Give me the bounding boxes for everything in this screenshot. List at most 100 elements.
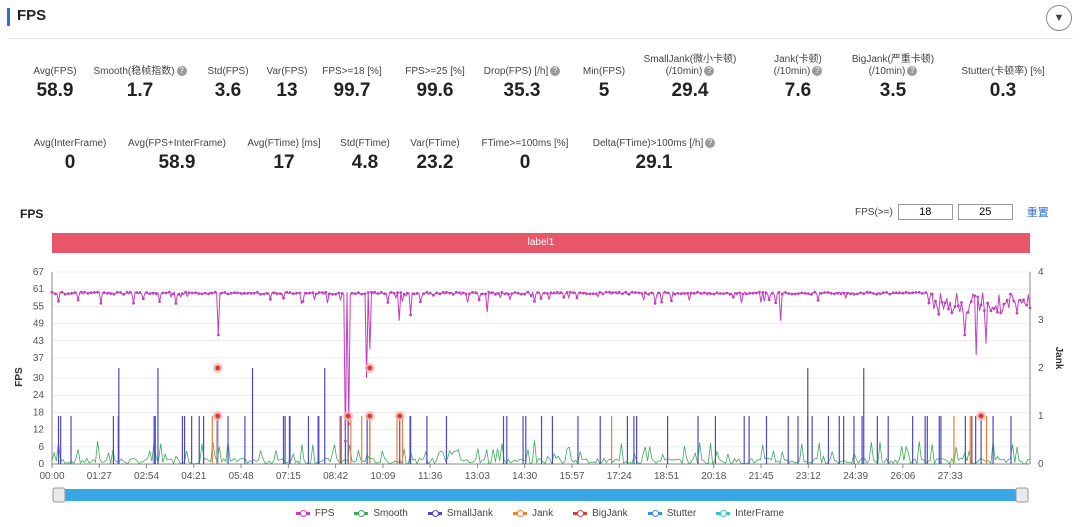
fps-point	[344, 439, 347, 443]
fps-point	[911, 291, 914, 295]
legend-item[interactable]: Jank	[512, 508, 553, 519]
fps-point	[285, 290, 289, 294]
metric-value: 3.5	[879, 80, 907, 101]
fps-point	[924, 291, 928, 294]
metric-value: 99.6	[416, 80, 454, 101]
x-tick-label: 15:57	[559, 471, 584, 482]
fps-point	[109, 292, 113, 296]
fps-point	[986, 301, 989, 305]
fps-point	[787, 292, 791, 295]
help-icon[interactable]: ?	[550, 66, 561, 77]
fps-point	[57, 299, 60, 303]
bigjank-marker	[367, 413, 373, 419]
x-tick-label: 01:27	[87, 471, 112, 482]
fps-point	[647, 292, 650, 296]
fps-point	[679, 292, 683, 296]
fps-point	[226, 292, 230, 296]
fps-point	[963, 333, 967, 337]
fps-point	[549, 291, 553, 295]
metric-card: Jank(卡顿) (/10min)? 7.6	[743, 52, 853, 102]
fps-point	[565, 291, 569, 294]
fps-point	[174, 302, 178, 305]
fps-point	[229, 291, 233, 295]
fps-point	[588, 292, 592, 296]
metric-card: Avg(FTime) [ms] 17	[229, 124, 339, 174]
legend-label: FPS	[314, 508, 335, 519]
fps-point	[363, 292, 367, 296]
time-range-slider[interactable]	[52, 487, 1029, 503]
fps-point	[771, 291, 774, 295]
metric-card: Stutter(卡顿率) [%] 0.3	[948, 52, 1058, 102]
fps-threshold-input-1[interactable]	[897, 204, 953, 220]
metric-value: 13	[276, 80, 298, 101]
fps-point	[89, 291, 93, 295]
x-axis: 00:00 01:27 02:54 04:21 05:48 07:15 08:42 10:09…	[39, 464, 963, 482]
fps-point	[868, 291, 872, 294]
fps-point	[751, 291, 755, 295]
fps-point	[79, 290, 83, 294]
fps-point	[494, 292, 497, 296]
help-icon[interactable]: ?	[812, 66, 823, 77]
legend-item[interactable]: Smooth	[354, 508, 408, 519]
bigjank-marker	[215, 365, 221, 371]
y-tick-label: 30	[33, 373, 45, 384]
help-icon[interactable]: ?	[704, 66, 715, 77]
fps-point	[507, 292, 510, 296]
fps-point	[699, 291, 703, 295]
label-bar[interactable]: label1	[52, 233, 1030, 253]
fps-threshold-input-2[interactable]	[957, 204, 1013, 220]
legend-item[interactable]: SmallJank	[427, 508, 493, 519]
fps-point	[826, 291, 830, 294]
fps-point	[683, 292, 686, 295]
fps-point	[702, 291, 706, 295]
legend-item[interactable]: FPS	[295, 508, 335, 519]
metric-card: Smooth(稳帧指数)? 1.7	[85, 52, 195, 102]
fps-point	[474, 291, 478, 295]
fps-point	[921, 292, 924, 295]
help-icon[interactable]: ?	[705, 138, 716, 149]
fps-point	[595, 292, 598, 296]
fps-point	[630, 290, 634, 294]
y-tick-label: 24	[33, 390, 45, 401]
reset-link[interactable]: 重置	[1026, 207, 1049, 219]
metric-value: 17	[273, 152, 295, 173]
fps-point	[171, 292, 175, 296]
fps-point	[797, 292, 800, 295]
fps-point	[793, 292, 797, 296]
metric-label: Var(FPS)	[266, 66, 308, 77]
bigjank-marker	[215, 413, 221, 419]
fps-point	[500, 290, 504, 294]
collapse-toggle-button[interactable]: ▼	[1046, 5, 1072, 31]
help-icon[interactable]: ?	[907, 66, 918, 77]
fps-point	[709, 292, 712, 296]
legend-item[interactable]: Stutter	[647, 508, 696, 519]
fps-point	[810, 292, 813, 296]
fps-point	[539, 297, 543, 300]
fps-point	[259, 292, 262, 296]
fps-point	[262, 292, 266, 296]
fps-point	[327, 292, 331, 296]
fps-point	[435, 291, 439, 295]
fps-point	[855, 292, 859, 296]
y-right-tick-label: 2	[1038, 363, 1044, 374]
fps-point	[568, 290, 572, 294]
fps-point	[745, 292, 748, 296]
fps-point	[989, 309, 993, 313]
fps-point	[969, 300, 973, 303]
fps-point	[291, 292, 295, 295]
fps-point	[503, 292, 507, 296]
fps-point	[712, 292, 716, 296]
fps-point	[252, 291, 256, 295]
legend-item[interactable]: BigJank	[573, 508, 628, 519]
help-icon[interactable]: ?	[176, 66, 187, 77]
slider-handle-left[interactable]	[52, 487, 66, 503]
fps-point	[151, 291, 155, 295]
fps-point	[177, 292, 181, 296]
legend-item[interactable]: InterFrame	[716, 508, 784, 519]
fps-point	[650, 291, 654, 295]
metric-card: Avg(InterFrame) 0	[15, 124, 125, 174]
slider-handle-right[interactable]	[1015, 487, 1029, 503]
fps-point	[154, 292, 158, 296]
fps-point	[353, 292, 357, 295]
